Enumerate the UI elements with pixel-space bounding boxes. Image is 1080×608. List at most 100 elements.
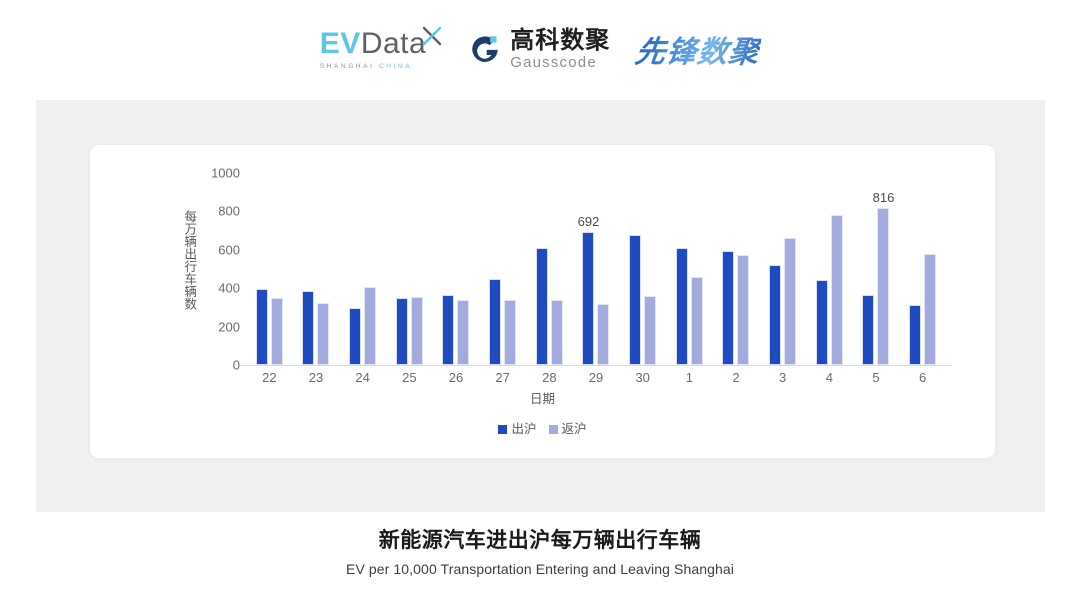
evdata-ev-text: EV — [319, 26, 361, 60]
x-axis-tick-label: 5 — [872, 370, 880, 385]
bar-series-chuhu — [862, 295, 875, 365]
bar-series-chuhu — [489, 278, 502, 365]
bar-series-fanhu — [924, 254, 937, 365]
bar-series-fanhu — [504, 299, 517, 365]
bar-group — [806, 173, 853, 365]
evdata-tagline: SHANGHAI CHINA — [320, 63, 412, 70]
bar-series-chuhu — [349, 308, 362, 365]
y-axis-tick-label: 400 — [218, 280, 240, 296]
y-axis-tick-label: 800 — [218, 203, 240, 219]
bar-group — [573, 173, 620, 365]
bar-series-chuhu — [395, 298, 408, 365]
y-axis-tick-label: 1000 — [211, 165, 240, 181]
x-axis-tick-label: 28 — [542, 370, 557, 385]
x-mark-icon — [423, 26, 442, 45]
x-axis-tick-label: 2 — [732, 370, 740, 385]
bar-series-fanhu — [784, 237, 797, 365]
x-axis-tick-label: 1 — [685, 370, 693, 385]
x-axis-tick-label: 26 — [448, 370, 464, 385]
x-axis-tick-label: 25 — [402, 370, 417, 385]
x-axis-tick-label: 27 — [495, 370, 510, 385]
x-axis-tick-label: 30 — [635, 370, 650, 385]
y-axis-tick-label: 0 — [232, 357, 240, 373]
legend-item[interactable]: 返沪 — [548, 422, 587, 436]
bar-series-fanhu — [317, 302, 330, 365]
caption-subtitle-en: EV per 10,000 Transportation Entering an… — [346, 561, 734, 578]
bar-series-chuhu — [255, 289, 268, 365]
bar-group — [246, 173, 293, 365]
caption-title-cn: 新能源汽车进出沪每万辆出行车辆 — [378, 529, 702, 552]
y-axis-tick-labels: 0 200 400 600 800 1000 — [194, 167, 240, 372]
caption-block: 新能源汽车进出沪每万辆出行车辆 EV per 10,000 Transporta… — [0, 528, 1080, 579]
bar-series-chuhu — [769, 265, 782, 365]
bar-chart: 每万辆出行车辆数 0 200 400 600 800 1000 692 816 22 23 24… — [90, 145, 995, 458]
bar-group — [666, 173, 713, 365]
x-axis-tick-labels: 22 23 24 25 26 27 28 29 30 1 2 3 4 5 6 — [246, 371, 946, 389]
bar-series-fanhu — [644, 296, 657, 365]
bar-series-fanhu — [877, 208, 890, 365]
bar-group — [853, 173, 900, 365]
gausscode-cn-text: 高科数聚 — [510, 26, 611, 54]
bar-group — [526, 173, 573, 365]
x-axis-tick-label: 6 — [919, 370, 927, 385]
y-axis-title: 每万辆出行车辆数 — [182, 210, 197, 310]
bar-group — [293, 173, 340, 365]
bar-group — [899, 173, 946, 365]
bar-group — [619, 173, 666, 365]
bar-value-label: 816 — [872, 190, 895, 206]
x-axis-tick-label: 22 — [262, 370, 277, 385]
bar-series-fanhu — [457, 300, 470, 365]
evdata-wordmark: EVData — [319, 26, 427, 60]
gausscode-wordmark: 高科数聚 Gausscode — [510, 26, 611, 71]
bar-group — [433, 173, 480, 365]
g-circle-icon — [472, 36, 498, 62]
bar-value-label: 692 — [577, 214, 600, 230]
bar-series-chuhu — [675, 247, 688, 365]
gausscode-logo: 高科数聚 Gausscode — [468, 26, 611, 71]
legend-swatch-icon — [498, 424, 508, 434]
bar-series-fanhu — [270, 298, 283, 365]
x-axis-tick-label: 24 — [355, 370, 370, 385]
evdata-data-text: Data — [360, 26, 427, 60]
x-axis-tick-label: 4 — [825, 370, 833, 385]
y-axis-tick-label: 200 — [218, 319, 240, 335]
plot-area: 692 816 — [246, 173, 946, 365]
bar-series-fanhu — [830, 214, 843, 365]
bar-group — [339, 173, 386, 365]
legend-label: 返沪 — [561, 422, 587, 436]
y-axis-tick-label: 600 — [218, 242, 240, 258]
bar-series-fanhu — [410, 297, 423, 365]
bar-series-chuhu — [629, 234, 642, 365]
bar-series-fanhu — [364, 287, 377, 365]
chart-legend: 出沪 返沪 — [90, 423, 995, 436]
bar-group — [759, 173, 806, 365]
legend-item[interactable]: 出沪 — [498, 422, 537, 436]
bar-series-fanhu — [597, 303, 610, 365]
x-axis-baseline — [240, 365, 952, 366]
legend-swatch-icon — [548, 424, 558, 434]
x-axis-title: 日期 — [529, 392, 555, 406]
bar-series-fanhu — [690, 277, 703, 365]
bar-series-chuhu — [535, 248, 548, 365]
bar-series-chuhu — [815, 279, 828, 365]
bar-group — [386, 173, 433, 365]
chart-card: 每万辆出行车辆数 0 200 400 600 800 1000 692 816 22 23 24… — [90, 145, 995, 458]
xianfengshuju-logo: 先锋数聚 — [633, 27, 763, 71]
evdata-tagline-city: SHANGHAI — [319, 62, 375, 70]
bar-series-chuhu — [582, 232, 595, 365]
bar-group — [479, 173, 526, 365]
bar-series-chuhu — [442, 294, 455, 365]
evdata-logo: EVData SHANGHAI CHINA — [319, 26, 442, 70]
bar-series-chuhu — [909, 305, 922, 365]
bar-series-fanhu — [737, 255, 750, 365]
bar-series-chuhu — [722, 250, 735, 365]
bar-series-fanhu — [550, 299, 563, 365]
bar-group — [713, 173, 760, 365]
gausscode-en-text: Gausscode — [510, 53, 597, 71]
bar-series-chuhu — [302, 291, 315, 365]
logo-strip: EVData SHANGHAI CHINA 高科数聚 Gausscode 先锋数… — [0, 18, 1080, 80]
x-axis-tick-label: 3 — [779, 370, 787, 385]
legend-label: 出沪 — [511, 422, 537, 436]
x-axis-tick-label: 29 — [588, 370, 604, 385]
x-axis-tick-label: 23 — [308, 370, 324, 385]
